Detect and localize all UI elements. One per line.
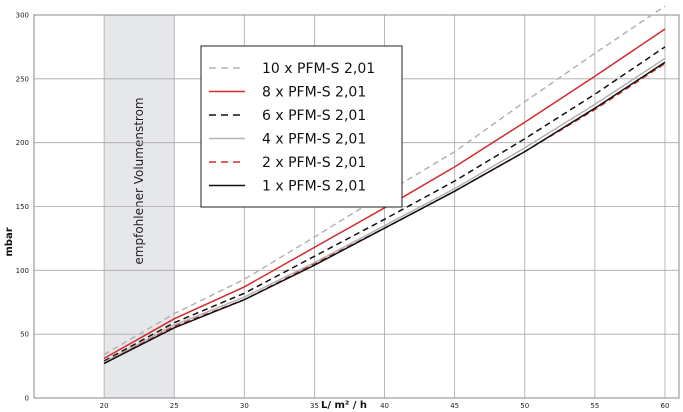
y-tick-label: 50 (20, 331, 29, 339)
series-line (103, 46, 666, 362)
y-tick-label: 0 (25, 395, 29, 403)
y-axis-title: mbar (4, 227, 15, 256)
series-line (103, 28, 666, 360)
legend-label: 8 x PFM-S 2,01 (262, 85, 366, 101)
series-lines (103, 5, 666, 365)
x-tick-label: 30 (240, 402, 249, 410)
y-tick-label: 150 (16, 203, 29, 211)
x-tick-label: 35 (310, 402, 319, 410)
x-tick-label: 20 (100, 402, 109, 410)
x-axis-title: L/ m² / h (321, 400, 367, 411)
y-tick-label: 200 (16, 139, 29, 147)
legend-label: 4 x PFM-S 2,01 (262, 132, 366, 148)
legend-box (200, 45, 403, 208)
y-tick-label: 300 (16, 12, 29, 20)
band-label: empfohlener Volumenstrom (132, 97, 146, 264)
x-tick-label: 40 (380, 402, 389, 410)
y-tick-label: 250 (16, 75, 29, 83)
series-line (103, 61, 666, 365)
x-tick-label: 55 (590, 402, 599, 410)
series-line (103, 57, 666, 363)
y-tick-label: 100 (16, 267, 29, 275)
x-tick-label: 45 (450, 402, 459, 410)
x-tick-label: 60 (661, 402, 670, 410)
legend: 10 x PFM-S 2,01 8 x PFM-S 2,01 6 x PFM-S 2… (200, 45, 403, 208)
x-tick-label: 25 (170, 402, 179, 410)
legend-label: 1 x PFM-S 2,01 (262, 179, 366, 195)
plot-frame (33, 14, 680, 399)
legend-label: 10 x PFM-S 2,01 (262, 61, 375, 77)
grid (33, 14, 680, 399)
legend-label: 2 x PFM-S 2,01 (262, 155, 366, 171)
legend-label: 6 x PFM-S 2,01 (262, 108, 366, 124)
axes: 20 25 30 35 40 45 50 55 60 0 50 100 150 200 250 300 L/ m… (4, 12, 669, 412)
x-tick-label: 50 (520, 402, 529, 410)
